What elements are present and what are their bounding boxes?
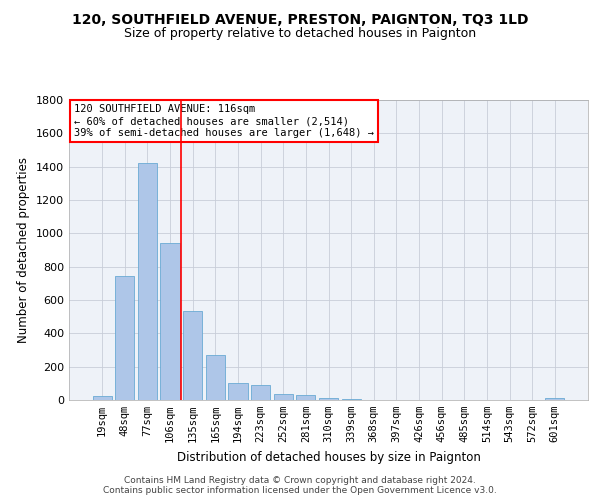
Bar (274, 394, 293, 400)
Bar (138, 162, 157, 400)
X-axis label: Distribution of detached houses by size in Paignton: Distribution of detached houses by size … (176, 450, 481, 464)
Text: Contains public sector information licensed under the Open Government Licence v3: Contains public sector information licen… (103, 486, 497, 495)
Y-axis label: Number of detached properties: Number of detached properties (17, 157, 31, 343)
Text: 120 SOUTHFIELD AVENUE: 116sqm
← 60% of detached houses are smaller (2,514)
39% o: 120 SOUTHFIELD AVENUE: 116sqm ← 60% of d… (74, 104, 374, 138)
Bar (545, 398, 565, 400)
Bar (92, 396, 112, 400)
Bar (115, 276, 134, 400)
Text: Contains HM Land Registry data © Crown copyright and database right 2024.: Contains HM Land Registry data © Crown c… (124, 476, 476, 485)
Text: Size of property relative to detached houses in Paignton: Size of property relative to detached ho… (124, 28, 476, 40)
Bar (206, 356, 225, 400)
Bar (296, 396, 316, 400)
Bar (319, 398, 338, 400)
Bar (341, 399, 361, 400)
Text: 120, SOUTHFIELD AVENUE, PRESTON, PAIGNTON, TQ3 1LD: 120, SOUTHFIELD AVENUE, PRESTON, PAIGNTO… (72, 12, 528, 26)
Bar (160, 244, 180, 400)
Bar (183, 311, 202, 400)
Bar (251, 384, 270, 400)
Bar (229, 382, 248, 400)
